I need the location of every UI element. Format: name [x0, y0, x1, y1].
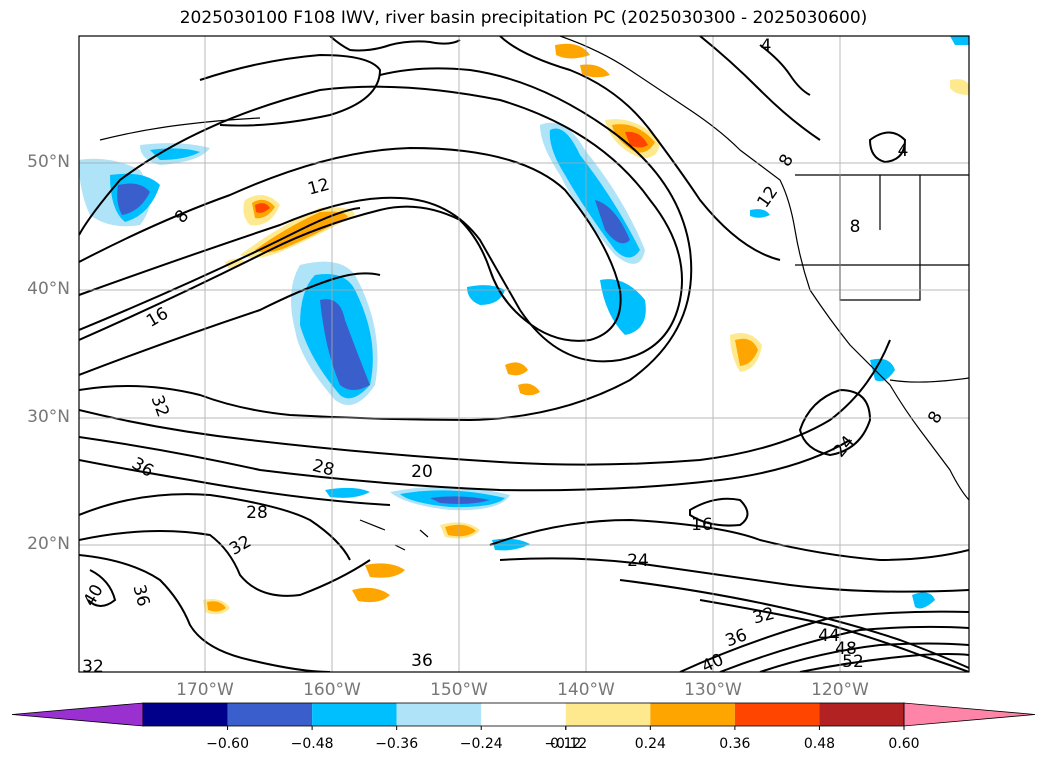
colorbar-tick-label: −0.24: [459, 736, 503, 752]
contour-label: 4: [898, 141, 909, 161]
contour-label: 32: [82, 657, 104, 677]
colorbar-tick-label: −0.60: [206, 736, 249, 752]
colorbar-tick-label: 0.60: [888, 736, 920, 752]
colorbar-tick-label: −0.36: [375, 736, 419, 752]
lon-label-130w: 130°W: [684, 680, 742, 700]
colorbar-segment: [143, 703, 228, 726]
lat-label-50n: 50°N: [27, 152, 70, 172]
contour-label: 8: [850, 217, 861, 237]
lat-label-30n: 30°N: [27, 407, 70, 427]
contour-label: 20: [411, 462, 433, 482]
colorbar-segment: [734, 703, 820, 726]
lon-label-150w: 150°W: [430, 680, 488, 700]
colorbar-tick-label: 0.48: [803, 736, 836, 752]
colorbar-frame: [142, 702, 905, 727]
colorbar-segment: [312, 703, 397, 726]
contour-label: 16: [691, 515, 713, 535]
colorbar-segment: [396, 703, 482, 726]
colorbar-tick-label: −0.12: [544, 736, 588, 752]
contour-label: 36: [411, 651, 433, 671]
lat-label-20n: 20°N: [27, 534, 70, 554]
lon-label-120w: 120°W: [811, 680, 869, 700]
lon-label-160w: 160°W: [303, 680, 361, 700]
contour-label: 28: [246, 503, 268, 523]
map-panel: 4 4 8 8 8 8 12 12 16 16 20 24 24 28 28 3…: [78, 35, 970, 677]
colorbar-segment: [227, 703, 313, 726]
colorbar-tick-label: 0.36: [719, 736, 751, 752]
colorbar-extend-high: [903, 702, 1036, 727]
colorbar-extend-low: [11, 702, 144, 727]
lon-label-140w: 140°W: [557, 680, 615, 700]
map-title: 2025030100 F108 IWV, river basin precipi…: [179, 8, 868, 28]
colorbar-tick-label: 0.12: [550, 736, 582, 752]
precip-shading: [79, 36, 969, 615]
colorbar-segment: [481, 703, 566, 726]
colorbar-tick-label: −0.48: [290, 736, 334, 752]
contour-label: 24: [627, 551, 649, 571]
gridlines: [79, 36, 969, 672]
contour-label: 48: [835, 639, 857, 659]
contour-label: 40: [699, 650, 727, 677]
contour-label: 52: [842, 652, 864, 672]
contour-label: 4: [761, 36, 772, 56]
colorbar-segment: [819, 703, 904, 726]
colorbar-segment: [565, 703, 651, 726]
lat-label-40n: 40°N: [27, 279, 70, 299]
colorbar-segment: [650, 703, 735, 726]
contour-label: 44: [818, 626, 840, 646]
colorbar-tick-label: 0.24: [634, 736, 666, 752]
lon-label-170w: 170°W: [176, 680, 234, 700]
